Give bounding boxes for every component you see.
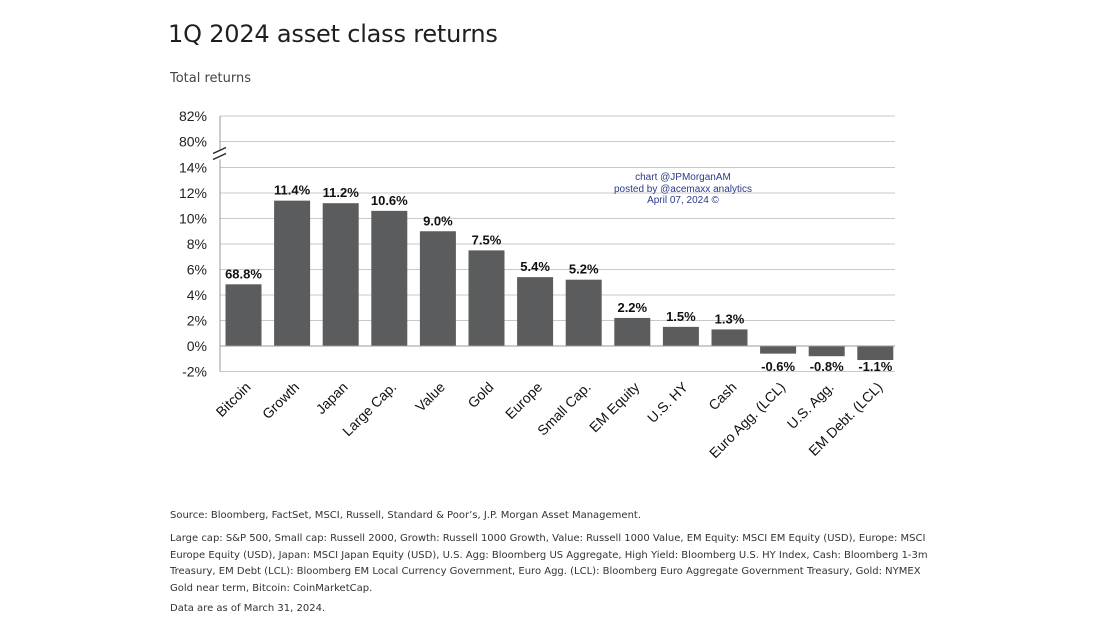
bar [662,326,699,346]
y-tick-label: 0% [187,338,207,354]
data-label: 1.5% [666,309,696,324]
data-label: 2.2% [617,300,647,315]
y-tick-label: 82% [179,108,207,124]
bar [760,346,797,354]
y-tick-label: 12% [179,185,207,201]
source-note: Source: Bloomberg, FactSet, MSCI, Russel… [170,510,642,521]
x-tick-label: Gold [464,379,496,411]
y-tick-label: 6% [187,262,207,278]
data-label: 68.8% [225,266,262,281]
date-note: Data are as of March 31, 2024. [170,603,326,614]
data-label: 1.3% [715,311,745,326]
bar [614,317,651,346]
bar [711,329,748,346]
x-tick-label: Japan [313,379,351,417]
x-tick-label: Value [412,379,448,415]
chart-subtitle: Total returns [170,71,252,86]
bars [225,200,894,361]
y-tick-label: 2% [187,313,207,329]
bar [371,210,408,346]
data-labels: 68.8% 11.4% 11.2% 10.6% 9.0% 7.5% 5.4% 5.2% 2.2%… [225,183,893,374]
x-tick-label: Europe [502,379,545,422]
bar [274,200,311,346]
bar [225,284,262,346]
data-label: 5.4% [520,259,550,274]
data-label: -0.8% [810,359,844,374]
data-label: -0.6% [761,359,795,374]
watermark-line: posted by @acemaxx analytics [614,184,752,195]
x-tick-label: U.S. HY [644,378,692,426]
y-axis: -2% 0% 2% 4% 6% 8% 10% 12% 14% 80% 82% [179,108,895,380]
chart-title: 1Q 2024 asset class returns [168,20,498,48]
data-label: 5.2% [569,262,599,277]
data-label: 9.0% [423,213,453,228]
x-tick-label: Growth [259,379,302,422]
data-label: 11.4% [274,183,311,198]
bar-chart: -2% 0% 2% 4% 6% 8% 10% 12% 14% 80% 82% 68.8% 11.4% 1… [179,108,895,461]
bar [322,203,359,346]
gridlines [220,115,895,372]
axis-break-mark [212,146,227,161]
bar [419,231,456,346]
data-label: 10.6% [371,193,408,208]
x-tick-label: Cash [705,379,739,413]
y-tick-label: 8% [187,236,207,252]
bar [857,346,894,361]
x-tick-label: Bitcoin [213,379,254,420]
bar [468,250,505,346]
x-tick-label: Small Cap. [534,379,594,439]
data-label: 7.5% [472,232,502,247]
watermark-line: chart @JPMorganAM [635,172,731,183]
y-tick-label: 4% [187,287,207,303]
y-tick-label: 80% [179,134,207,150]
definitions-note: Large cap: S&P 500, Small cap: Russell 2… [170,533,928,594]
bar [565,279,602,346]
data-label: -1.1% [858,359,892,374]
y-tick-label: -2% [182,364,207,380]
y-tick-label: 14% [179,160,207,176]
bar [517,277,554,346]
x-tick-label: EM Equity [586,379,642,435]
data-label: 11.2% [323,185,360,200]
bar [808,346,845,357]
watermark-line: April 07, 2024 © [647,195,719,206]
y-tick-label: 10% [179,211,207,227]
